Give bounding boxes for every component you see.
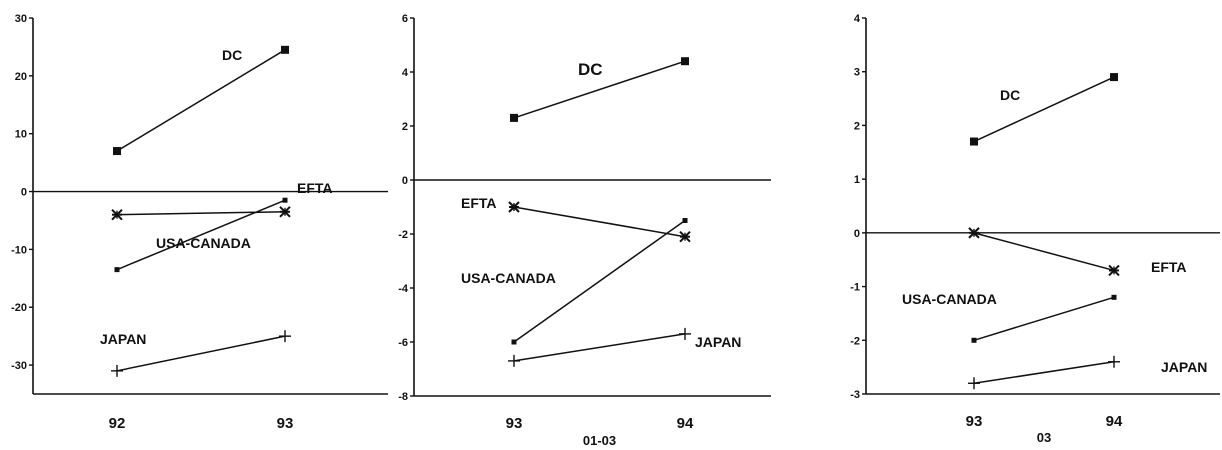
chart-3-x-tick-label: 93	[966, 413, 983, 430]
chart-1-series-line-usa-canada	[116, 199, 286, 271]
chart-3-series-line-dc	[973, 76, 1115, 143]
chart-2-y-tick-label: -2	[398, 229, 408, 241]
chart-3-y-tick-label: -2	[850, 335, 860, 347]
chart-2-x-tick-label: 93	[506, 415, 523, 432]
chart-3-series-label-dc: DC	[1000, 87, 1020, 103]
chart-3-x-axis-title: 03	[1037, 430, 1051, 445]
chart-2-y-tick-label: -8	[398, 391, 408, 403]
chart-2-series-4-point-1	[508, 354, 520, 367]
chart-2-series-line-dc	[513, 60, 686, 119]
chart-1-svg: 30 20 10 0 -10 -20 -30 92 93 DC EFTA USA-CANADA JAPA…	[11, 13, 388, 432]
chart-1-series-2-point-2	[279, 206, 291, 218]
chart-1-series-3-point-1	[114, 267, 120, 273]
chart-1-y-tick-label: -30	[11, 360, 27, 372]
chart-2-series-3-point-1	[511, 339, 517, 345]
chart-1-series-1-point-2	[281, 45, 289, 54]
chart-3-series-4-point-2	[1108, 355, 1120, 368]
chart-2-y-tick-label: 4	[402, 67, 409, 79]
chart-1-series-3-point-2	[282, 197, 288, 203]
chart-2-series-2-point-1	[508, 201, 520, 213]
chart-3-y-tick-label: 3	[854, 67, 860, 79]
chart-2-series-line-japan	[513, 333, 686, 362]
chart-2-svg: 6 4 2 0 -2 -4 -6 -8 93 94 01-03 DC EFTA USA-CANADA JAP…	[398, 13, 771, 448]
chart-3-series-2-point-1	[968, 227, 980, 239]
chart-panel-1: 30 20 10 0 -10 -20 -30 92 93 DC EFTA USA-CANADA JAPA…	[0, 0, 390, 450]
chart-3-series-2-point-2	[1108, 264, 1120, 277]
chart-1-y-tick-label: 10	[15, 129, 27, 141]
chart-2-series-line-efta	[513, 206, 686, 238]
chart-1-y-tick-label: -10	[11, 244, 27, 256]
chart-1-series-label-efta: EFTA	[297, 180, 333, 196]
chart-1-series-label-japan: JAPAN	[100, 331, 146, 347]
chart-3-series-label-efta: EFTA	[1151, 259, 1187, 275]
chart-2-x-tick-label: 94	[677, 415, 694, 432]
chart-2-series-line-usa-canada	[513, 219, 686, 343]
chart-1-series-line-japan	[116, 335, 286, 372]
chart-3-y-tick-label: -3	[850, 389, 860, 401]
chart-3-y-tick-label: 2	[854, 120, 860, 132]
chart-2-series-1-point-2	[681, 57, 689, 66]
chart-1-y-tick-label: -20	[11, 302, 27, 314]
chart-2-series-1-point-1	[510, 113, 518, 122]
chart-2-y-tick-label: 0	[402, 175, 408, 187]
chart-3-x-tick-label: 94	[1106, 413, 1123, 430]
chart-1-y-tick-label: 0	[21, 187, 27, 199]
chart-3-series-3-point-2	[1111, 294, 1117, 300]
chart-3-y-tick-label: 1	[854, 174, 860, 186]
chart-2-series-label-dc: DC	[578, 60, 603, 79]
chart-2-y-tick-label: 6	[402, 13, 408, 25]
chart-1-x-tick-label: 93	[277, 415, 294, 432]
chart-3-series-3-point-1	[971, 337, 977, 343]
chart-3-series-line-usa-canada	[973, 296, 1115, 342]
chart-1-series-line-dc	[116, 49, 286, 152]
chart-2-series-label-efta: EFTA	[461, 195, 497, 211]
chart-2-series-4-point-2	[679, 327, 691, 340]
chart-2-series-label-japan: JAPAN	[695, 334, 741, 350]
chart-3-series-4-point-1	[968, 377, 980, 390]
chart-3-series-label-usa-canada: USA-CANADA	[902, 291, 997, 307]
chart-1-x-tick-label: 92	[109, 415, 126, 432]
chart-2-y-tick-label: 2	[402, 121, 408, 133]
chart-1-series-4-point-1	[111, 364, 123, 377]
chart-1-series-line-efta	[116, 211, 286, 216]
chart-2-y-tick-label: -4	[398, 283, 409, 295]
chart-3-series-label-japan: JAPAN	[1161, 359, 1207, 375]
chart-panel-2: 6 4 2 0 -2 -4 -6 -8 93 94 01-03 DC EFTA USA-CANADA JAP…	[395, 0, 780, 450]
chart-2-series-3-point-2	[682, 218, 688, 223]
chart-3-series-1-point-2	[1110, 73, 1118, 82]
chart-1-series-1-point-1	[113, 147, 121, 156]
chart-1-series-label-dc: DC	[222, 47, 242, 63]
chart-3-series-1-point-1	[970, 137, 978, 146]
chart-3-series-line-japan	[973, 361, 1115, 384]
chart-3-y-tick-label: 4	[854, 13, 861, 25]
chart-2-series-label-usa-canada: USA-CANADA	[461, 270, 556, 286]
chart-3-series-line-efta	[973, 232, 1115, 272]
chart-1-y-tick-label: 30	[15, 13, 27, 25]
chart-1-series-2-point-1	[111, 208, 123, 221]
chart-1-series-4-point-2	[279, 330, 291, 343]
chart-1-series-label-usa-canada: USA-CANADA	[156, 235, 251, 251]
chart-3-svg: 4 3 2 1 0 -1 -2 -3 93 94 03 DC EFTA USA-CANADA JAPAN	[850, 13, 1220, 445]
chart-panel-3: 4 3 2 1 0 -1 -2 -3 93 94 03 DC EFTA USA-CANADA JAPAN	[840, 0, 1222, 450]
chart-3-y-tick-label: -1	[850, 282, 860, 294]
chart-2-y-tick-label: -6	[398, 337, 408, 349]
chart-3-y-tick-label: 0	[854, 228, 860, 240]
chart-1-y-tick-label: 20	[15, 71, 27, 83]
chart-2-series-2-point-2	[679, 230, 691, 243]
chart-2-x-axis-title: 01-03	[583, 433, 616, 448]
